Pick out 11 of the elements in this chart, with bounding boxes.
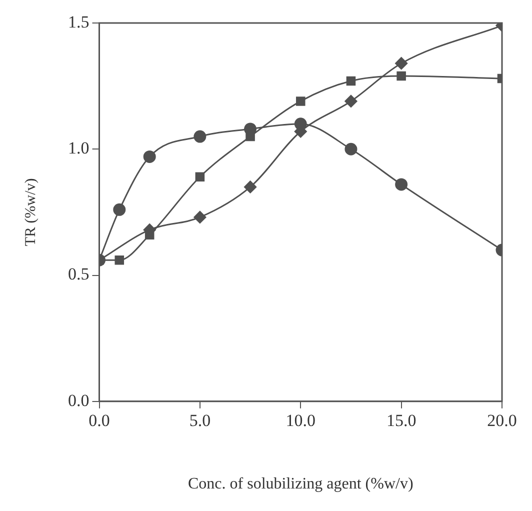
x-axis-title: Conc. of solubilizing agent (%w/v)	[188, 476, 414, 493]
x-tick-label: 20.0	[487, 411, 517, 430]
y-axis-title: TR (%w/v)	[22, 178, 39, 246]
y-tick-label: 1.5	[68, 12, 90, 32]
x-tick-label: 15.0	[386, 411, 416, 430]
x-tick-label: 0.0	[88, 411, 110, 430]
y-tick-label: 0.5	[68, 264, 90, 284]
x-tick-label: 5.0	[189, 411, 211, 430]
y-tick-label: 1.0	[68, 138, 90, 158]
y-tick-label: 0.0	[68, 390, 90, 410]
x-tick-label: 10.0	[286, 411, 316, 430]
